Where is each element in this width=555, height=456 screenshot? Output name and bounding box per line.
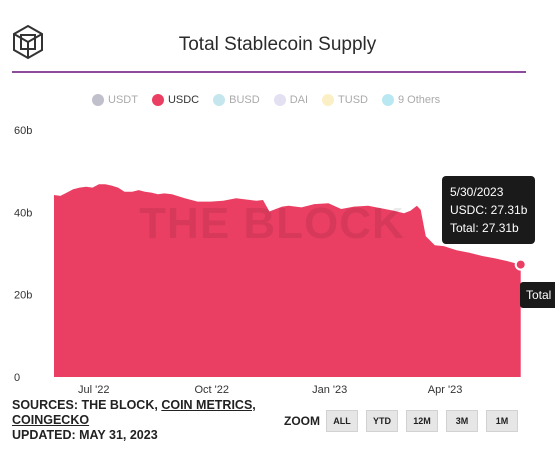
legend-item-usdc[interactable]: USDC [151, 94, 200, 106]
coingecko-link[interactable]: COINGECKO [12, 413, 90, 427]
x-tick-label: Apr '23 [428, 384, 463, 396]
zoom-ytd-button[interactable]: YTD [366, 410, 398, 432]
legend-dot-icon [322, 94, 335, 106]
x-tick-label: Oct '22 [194, 384, 229, 396]
highlight-point[interactable] [514, 258, 527, 271]
tooltip-total-value: Total: 27.31b [450, 221, 519, 235]
legend-label: 9 Others [397, 94, 441, 106]
legend-label: USDC [167, 94, 200, 106]
legend-label: USDT [108, 94, 138, 106]
legend-label: BUSD [229, 94, 260, 106]
zoom-controls: ZOOM ALL YTD 12M 3M 1M [284, 410, 518, 432]
legend-item-dai[interactable]: DAI [273, 94, 309, 106]
coin-metrics-link[interactable]: COIN METRICS, [161, 398, 256, 412]
legend-dot-icon [151, 94, 164, 106]
sources-note: SOURCES: THE BLOCK, COIN METRICS, COINGE… [12, 398, 274, 443]
watermark-text: THE BLOCK [139, 199, 405, 248]
chart-legend: USDT USDC BUSD DAI TUSD 9 Others [92, 94, 440, 106]
zoom-3m-button[interactable]: 3M [446, 410, 478, 432]
legend-item-9-others[interactable]: 9 Others [381, 94, 441, 106]
sources-prefix: SOURCES: THE BLOCK, [12, 398, 162, 412]
legend-dot-icon [273, 94, 286, 106]
y-tick-label: 0 [14, 372, 20, 384]
y-tick-label: 20b [14, 290, 32, 302]
legend-label: TUSD [338, 94, 368, 106]
legend-dot-icon [213, 94, 226, 106]
title-divider [12, 71, 526, 73]
y-tick-label: 40b [14, 207, 32, 219]
the-block-logo-icon [13, 24, 43, 60]
tooltip-series-value: USDC: 27.31b [450, 203, 528, 217]
tooltip-date: 5/30/2023 [450, 185, 504, 199]
legend-dot-icon [381, 94, 394, 106]
x-tick-label: Jan '23 [312, 384, 347, 396]
legend-item-usdt[interactable]: USDT [92, 94, 138, 106]
updated-date: UPDATED: MAY 31, 2023 [12, 428, 158, 442]
x-tick-label: Jul '22 [78, 384, 109, 396]
secondary-tooltip-text: Total [526, 288, 552, 302]
usdc-series-area [54, 184, 521, 377]
chart-title: Total Stablecoin Supply [178, 34, 377, 55]
zoom-all-button[interactable]: ALL [326, 410, 358, 432]
y-tick-label: 60b [14, 125, 32, 137]
legend-item-busd[interactable]: BUSD [213, 94, 260, 106]
zoom-label: ZOOM [284, 414, 320, 428]
legend-label: DAI [289, 94, 309, 106]
stablecoin-area-chart: 0 20b 40b 60b THE BLOCK Jul '22 Oct '22 Jan '… [14, 125, 527, 396]
legend-dot-icon [92, 94, 104, 106]
secondary-tooltip: Total [520, 282, 555, 308]
zoom-12m-button[interactable]: 12M [406, 410, 438, 432]
data-tooltip: 5/30/2023 USDC: 27.31b Total: 27.31b [442, 176, 536, 244]
legend-item-tusd[interactable]: TUSD [322, 94, 368, 106]
zoom-1m-button[interactable]: 1M [486, 410, 518, 432]
